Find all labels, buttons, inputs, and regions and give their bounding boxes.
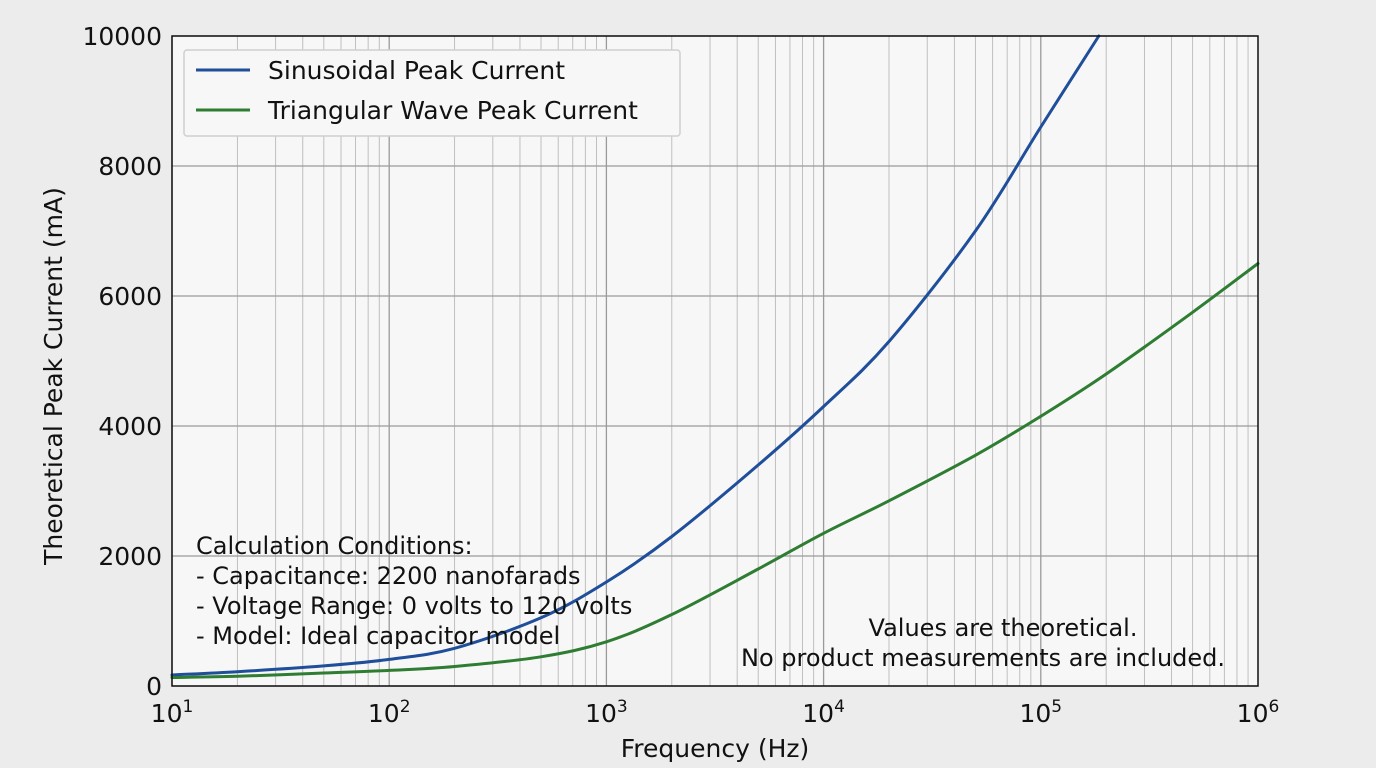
series-lines: [170, 34, 1260, 679]
legend-label-sinusoidal: Sinusoidal Peak Current: [268, 56, 565, 85]
legend: Sinusoidal Peak Current Triangular Wave …: [183, 49, 681, 137]
y-tick-label: 10000: [82, 22, 162, 51]
plot-background: [172, 36, 1258, 686]
note-annotation: Values are theoretical. No product measu…: [741, 614, 1225, 672]
x-tick-label: 102: [368, 697, 411, 728]
conditions-annotation: Calculation Conditions: - Capacitance: 2…: [196, 532, 632, 650]
x-tick-label: 103: [585, 697, 628, 728]
note-line-2: No product measurements are included.: [741, 644, 1225, 672]
note-line-1: Values are theoretical.: [869, 614, 1138, 642]
legend-box: [183, 49, 681, 137]
x-axis-label: Frequency (Hz): [621, 734, 810, 763]
y-tick-label: 2000: [98, 542, 162, 571]
conditions-line-2: - Capacitance: 2200 nanofarads: [196, 562, 581, 590]
x-tick-label: 104: [802, 697, 845, 728]
y-tick-label: 0: [146, 672, 162, 701]
x-tick-label: 105: [1019, 697, 1062, 728]
plot-frame: [171, 35, 1259, 687]
series-triangular-line: [170, 262, 1260, 679]
legend-label-triangular: Triangular Wave Peak Current: [267, 96, 638, 125]
conditions-line-1: Calculation Conditions:: [196, 532, 473, 560]
tick-labels: 0 2000 4000 6000 8000 10000 101 102 103 104 105 106: [82, 22, 1279, 728]
y-tick-label: 4000: [98, 412, 162, 441]
conditions-line-3: - Voltage Range: 0 volts to 120 volts: [196, 592, 632, 620]
x-tick-label: 106: [1237, 697, 1280, 728]
conditions-line-4: - Model: Ideal capacitor model: [196, 622, 560, 650]
series-sinusoidal-line: [170, 34, 1101, 677]
y-axis-label: Theoretical Peak Current (mA): [39, 187, 68, 566]
y-tick-label: 6000: [98, 282, 162, 311]
x-tick-label: 101: [151, 697, 194, 728]
grid: [171, 35, 1258, 687]
y-tick-label: 8000: [98, 152, 162, 181]
